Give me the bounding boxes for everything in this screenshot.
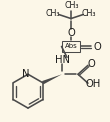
Text: CH₃: CH₃ [82,9,96,18]
FancyBboxPatch shape [62,41,80,52]
Text: O: O [67,28,75,38]
Text: O: O [93,42,101,52]
Text: CH₃: CH₃ [65,1,79,10]
Text: Abs: Abs [65,43,77,49]
Text: N: N [22,69,30,79]
Text: HN: HN [54,55,70,65]
Text: OH: OH [85,79,101,89]
Polygon shape [42,74,62,84]
Text: O: O [87,59,95,69]
Text: CH₃: CH₃ [46,9,60,18]
